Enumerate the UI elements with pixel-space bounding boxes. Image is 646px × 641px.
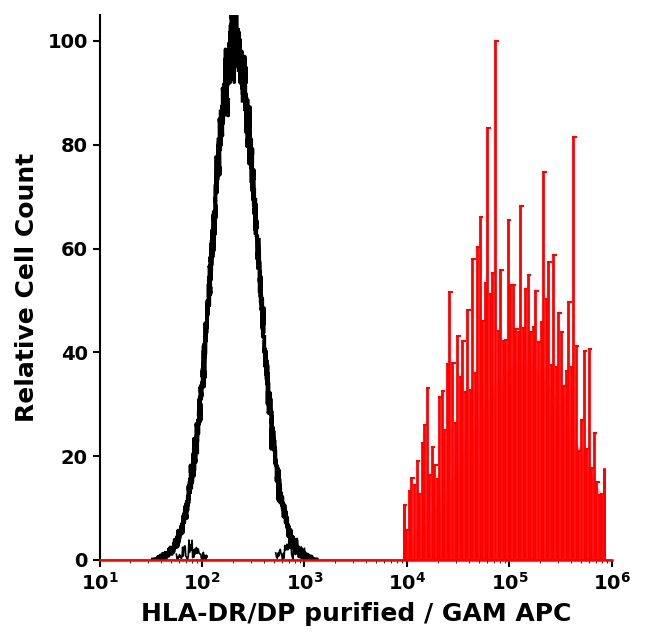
Y-axis label: Relative Cell Count: Relative Cell Count [15,153,39,422]
X-axis label: HLA-DR/DP purified / GAM APC: HLA-DR/DP purified / GAM APC [141,602,571,626]
Polygon shape [404,363,604,560]
